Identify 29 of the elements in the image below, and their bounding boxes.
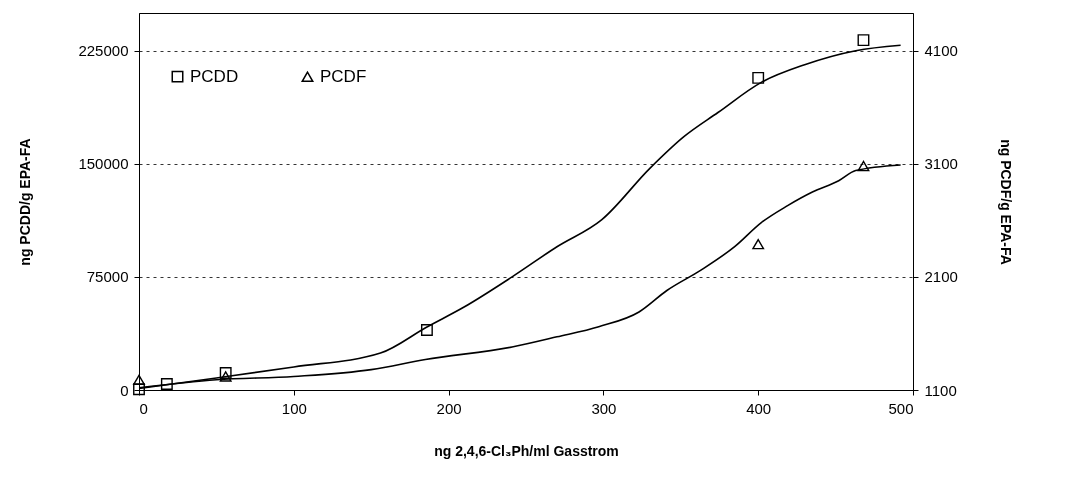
- y-axis-title: ng PCDD/g EPA-FA: [17, 138, 34, 266]
- x-axis-title: ng 2,4,6-Cl₃Ph/ml Gasstrom: [434, 442, 619, 459]
- point: [420, 324, 433, 336]
- x-tick-label: 400: [746, 399, 772, 417]
- y-tick-label: 225000: [78, 42, 129, 60]
- y2-tick-label: 4100: [924, 42, 958, 60]
- point: [133, 374, 145, 386]
- x-tick-label: 500: [888, 399, 914, 417]
- point: [857, 160, 870, 172]
- x-tick-label: 300: [591, 399, 617, 417]
- y-tick-label: 75000: [86, 268, 129, 286]
- point: [219, 371, 232, 382]
- point: [752, 71, 765, 84]
- y2-axis-title: ng PCDF/g EPA-FA: [997, 139, 1014, 265]
- y2-tick-label: 3100: [924, 155, 958, 173]
- legend-label: PCDF: [320, 66, 367, 86]
- point: [160, 378, 173, 390]
- point: [752, 238, 765, 250]
- point: [219, 367, 232, 379]
- y-tick-label: 150000: [78, 155, 129, 173]
- x-tick-label: 200: [436, 399, 462, 417]
- y2-tick-label: 1100: [924, 381, 957, 399]
- y-tick-label: 0: [120, 381, 129, 399]
- point: [857, 34, 870, 47]
- y2-tick-label: 2100: [924, 268, 958, 286]
- x-tick-label: 0: [139, 399, 148, 417]
- point: [133, 383, 145, 396]
- legend-label: PCDD: [190, 66, 239, 86]
- x-tick-label: 100: [281, 399, 307, 417]
